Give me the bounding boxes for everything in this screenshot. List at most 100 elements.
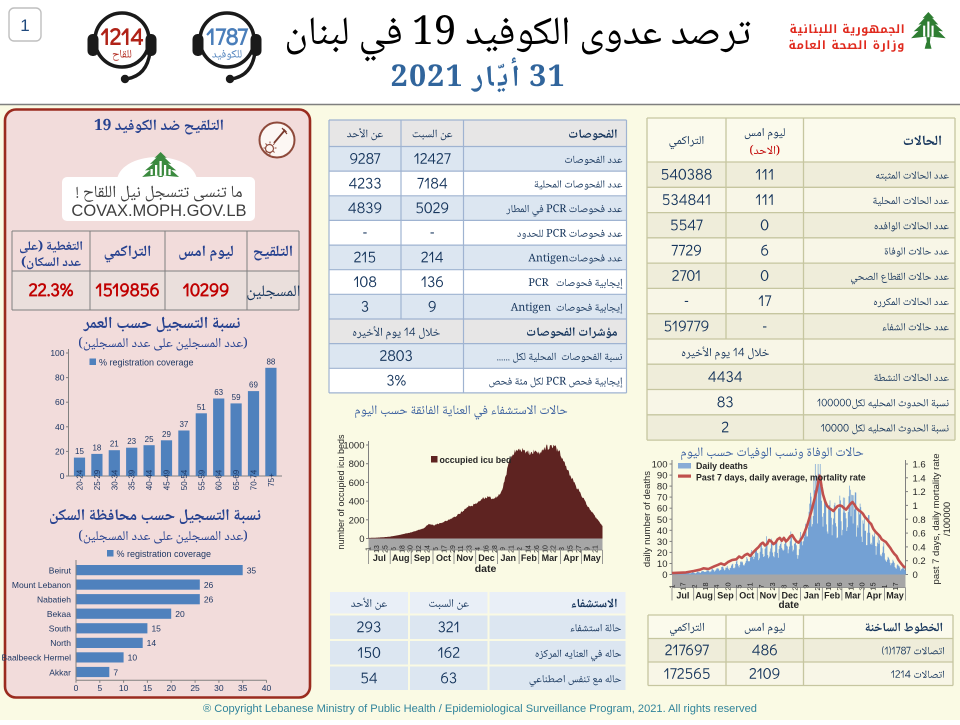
- svg-text:15: 15: [568, 545, 575, 553]
- svg-text:35-39: 35-39: [128, 469, 137, 490]
- svg-text:80: 80: [657, 482, 668, 493]
- svg-text:South: South: [49, 624, 71, 634]
- svg-text:1.2: 1.2: [913, 487, 926, 498]
- svg-text:40-44: 40-44: [145, 469, 154, 490]
- svg-text:Jul: Jul: [373, 553, 386, 563]
- svg-text:25: 25: [190, 683, 200, 693]
- svg-text:20: 20: [55, 446, 65, 456]
- svg-text:7: 7: [757, 584, 766, 588]
- svg-text:/100000: /100000: [942, 502, 953, 536]
- svg-text:27: 27: [576, 545, 583, 553]
- svg-text:occupied icu bed: occupied icu bed: [440, 455, 512, 465]
- svg-text:-: -: [762, 317, 767, 333]
- svg-text:20: 20: [167, 683, 177, 693]
- svg-text:22: 22: [551, 545, 558, 553]
- svg-text:Oct: Oct: [436, 553, 451, 563]
- svg-text:Mar: Mar: [542, 553, 559, 563]
- svg-text:10: 10: [119, 683, 129, 693]
- svg-text:Jan: Jan: [501, 553, 517, 563]
- svg-text:21: 21: [509, 545, 516, 553]
- svg-text:0: 0: [60, 471, 65, 481]
- svg-text:60: 60: [657, 504, 668, 515]
- svg-text:date: date: [475, 563, 497, 575]
- svg-text:COVAX.MOPH.GOV.LB: COVAX.MOPH.GOV.LB: [71, 202, 246, 220]
- svg-text:26: 26: [204, 595, 214, 605]
- svg-text:1: 1: [667, 584, 676, 588]
- svg-text:40: 40: [657, 526, 668, 537]
- svg-text:15: 15: [143, 683, 153, 693]
- svg-text:21: 21: [593, 545, 600, 553]
- svg-text:30: 30: [214, 683, 224, 693]
- svg-text:Mount Lebanon: Mount Lebanon: [12, 580, 71, 590]
- svg-text:35: 35: [238, 683, 248, 693]
- svg-text:15: 15: [75, 447, 84, 456]
- svg-text:60-64: 60-64: [215, 469, 224, 490]
- svg-text:1: 1: [913, 501, 918, 512]
- svg-text:Dec: Dec: [478, 553, 495, 563]
- svg-text:Aug: Aug: [392, 553, 410, 563]
- svg-text:100: 100: [50, 348, 64, 358]
- svg-text:800: 800: [349, 459, 365, 470]
- svg-text:51: 51: [197, 403, 206, 412]
- svg-text:May: May: [583, 553, 601, 563]
- svg-text:37: 37: [179, 420, 188, 429]
- svg-text:® Copyright Lebanese Ministry: ® Copyright Lebanese Ministry of Public …: [203, 703, 757, 715]
- svg-text:18: 18: [92, 443, 101, 452]
- svg-text:0.4: 0.4: [913, 542, 926, 553]
- svg-text:20: 20: [657, 548, 668, 559]
- svg-text:45-49: 45-49: [163, 469, 172, 490]
- svg-text:4: 4: [475, 547, 482, 551]
- svg-text:1: 1: [20, 16, 29, 35]
- svg-text:10: 10: [128, 653, 138, 663]
- svg-text:Nabatieh: Nabatieh: [37, 595, 71, 605]
- svg-text:30: 30: [657, 537, 668, 548]
- svg-text:Oct: Oct: [739, 591, 754, 601]
- svg-text:-: -: [684, 292, 689, 308]
- svg-text:Jan: Jan: [804, 591, 820, 601]
- svg-text:70-74: 70-74: [250, 469, 259, 490]
- svg-text:Akkar: Akkar: [49, 667, 71, 677]
- svg-text:0.8: 0.8: [913, 515, 926, 526]
- svg-text:0: 0: [662, 570, 667, 581]
- svg-text:75+: 75+: [267, 473, 276, 487]
- svg-text:Nov: Nov: [760, 591, 777, 601]
- svg-text:Dec: Dec: [782, 591, 799, 601]
- svg-text:26: 26: [534, 545, 541, 553]
- svg-text:Jul: Jul: [676, 591, 689, 601]
- svg-text:5: 5: [433, 547, 440, 551]
- svg-text:25-29: 25-29: [93, 469, 102, 490]
- svg-text:29: 29: [162, 430, 171, 439]
- svg-text:12: 12: [416, 545, 423, 553]
- svg-text:600: 600: [349, 478, 365, 489]
- svg-text:23: 23: [467, 545, 474, 553]
- svg-text:15: 15: [869, 582, 878, 590]
- svg-text:21: 21: [746, 582, 755, 590]
- svg-text:-: -: [430, 224, 435, 240]
- svg-text:17: 17: [441, 545, 448, 553]
- svg-text:30: 30: [408, 545, 415, 553]
- svg-text:29: 29: [450, 545, 457, 553]
- svg-text:1: 1: [366, 547, 373, 551]
- svg-text:20: 20: [175, 609, 185, 619]
- svg-text:65-69: 65-69: [232, 469, 241, 490]
- svg-text:10: 10: [542, 545, 549, 553]
- svg-text:% registration coverage: % registration coverage: [99, 358, 194, 368]
- svg-text:28: 28: [492, 545, 499, 553]
- svg-text:90: 90: [657, 471, 668, 482]
- svg-text:9: 9: [802, 584, 811, 588]
- svg-text:0: 0: [913, 570, 918, 581]
- svg-text:Bekaa: Bekaa: [47, 609, 71, 619]
- svg-text:23: 23: [127, 437, 136, 446]
- svg-text:5: 5: [735, 584, 744, 588]
- svg-text:Beirut: Beirut: [49, 565, 72, 575]
- svg-text:daily number of deaths: daily number of deaths: [642, 471, 653, 567]
- svg-text:Daily deaths: Daily deaths: [696, 461, 748, 471]
- svg-text:1000: 1000: [343, 441, 364, 452]
- svg-text:% registration coverage: % registration coverage: [117, 549, 212, 559]
- svg-text:55-59: 55-59: [197, 469, 206, 490]
- svg-text:25: 25: [145, 435, 154, 444]
- svg-text:24: 24: [790, 582, 799, 590]
- svg-text:80: 80: [55, 373, 65, 383]
- svg-text:8: 8: [779, 584, 788, 588]
- svg-text:May: May: [886, 591, 904, 601]
